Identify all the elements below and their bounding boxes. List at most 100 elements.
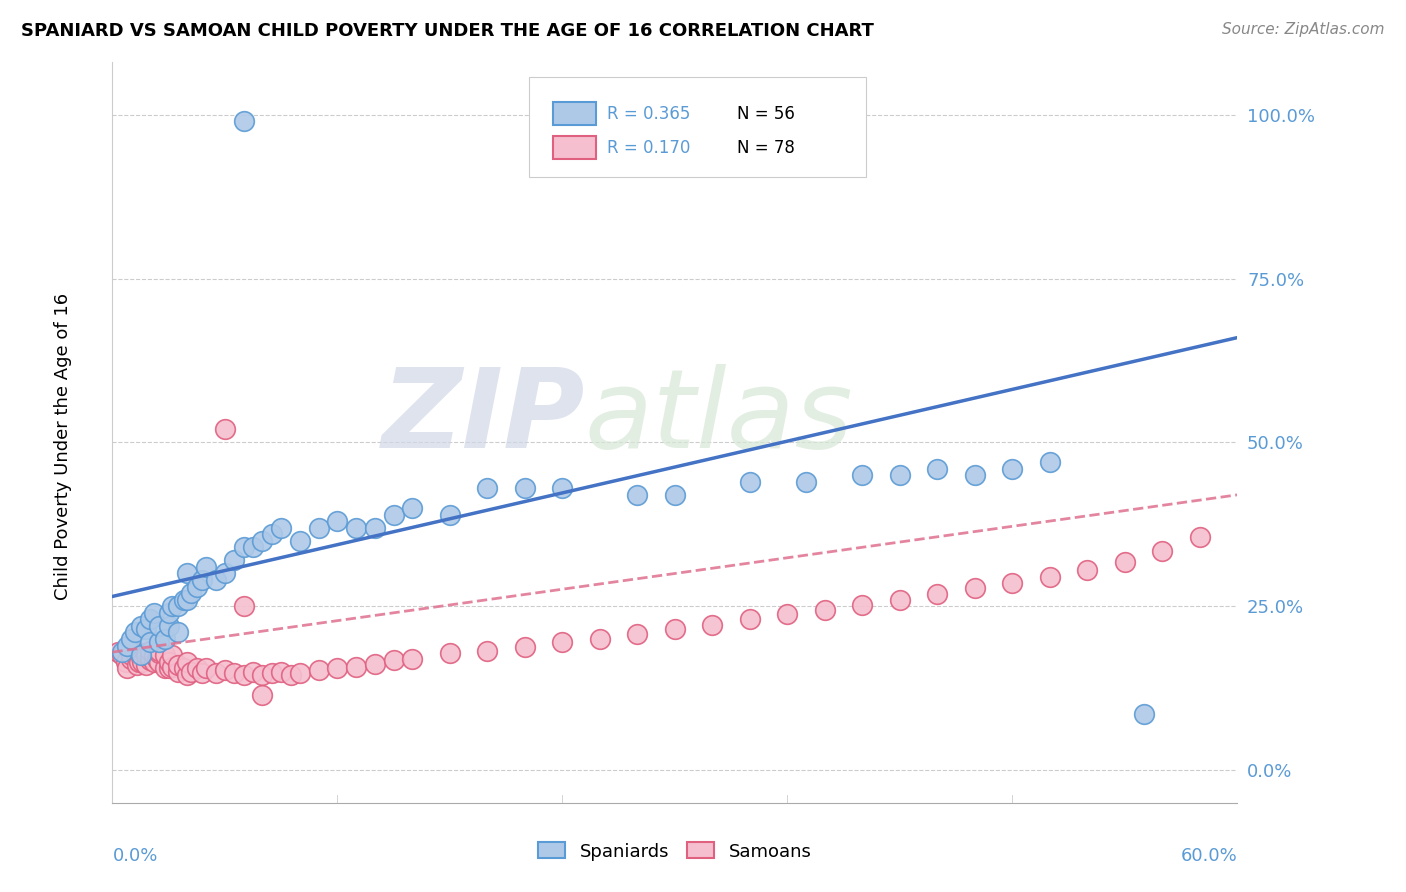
Point	[131, 655, 153, 669]
Point	[1039, 570, 1062, 584]
Legend: Spaniards, Samoans: Spaniards, Samoans	[531, 835, 818, 868]
Point	[214, 566, 236, 581]
Point	[142, 655, 165, 669]
Point	[477, 481, 499, 495]
Point	[242, 541, 264, 555]
Point	[513, 481, 536, 495]
Point	[927, 587, 949, 601]
Point	[180, 665, 202, 679]
FancyBboxPatch shape	[554, 136, 596, 159]
Point	[270, 521, 292, 535]
Point	[135, 658, 157, 673]
Point	[224, 666, 246, 681]
Point	[176, 655, 198, 669]
Point	[117, 639, 139, 653]
Text: R = 0.365: R = 0.365	[607, 104, 690, 122]
Text: Source: ZipAtlas.com: Source: ZipAtlas.com	[1222, 22, 1385, 37]
Point	[1152, 543, 1174, 558]
Point	[326, 514, 349, 528]
Point	[252, 533, 274, 548]
Point	[148, 619, 170, 633]
Point	[129, 619, 152, 633]
Point	[1132, 707, 1154, 722]
Point	[963, 581, 986, 595]
Point	[232, 668, 254, 682]
Point	[308, 664, 330, 678]
Point	[148, 647, 170, 661]
Point	[129, 650, 152, 665]
Point	[139, 635, 162, 649]
Text: 0.0%: 0.0%	[112, 847, 157, 865]
FancyBboxPatch shape	[554, 103, 596, 125]
Point	[288, 666, 311, 681]
Point	[167, 665, 190, 679]
Point	[191, 573, 214, 587]
Point	[195, 560, 218, 574]
Point	[738, 475, 761, 489]
Point	[776, 607, 799, 621]
Text: 60.0%: 60.0%	[1181, 847, 1237, 865]
Point	[626, 626, 648, 640]
Point	[288, 533, 311, 548]
Point	[270, 665, 292, 679]
Point	[252, 688, 274, 702]
Point	[124, 645, 146, 659]
Point	[702, 617, 724, 632]
Point	[664, 488, 686, 502]
Point	[139, 644, 162, 658]
Point	[114, 655, 136, 669]
Point	[148, 655, 170, 669]
Point	[148, 644, 170, 658]
Point	[111, 648, 134, 663]
Point	[851, 598, 873, 612]
Text: R = 0.170: R = 0.170	[607, 138, 690, 157]
Point	[439, 647, 461, 661]
Point	[326, 661, 349, 675]
Point	[1188, 531, 1211, 545]
Point	[851, 468, 873, 483]
Point	[382, 508, 405, 522]
Point	[124, 625, 146, 640]
Point	[176, 668, 198, 682]
Point	[153, 632, 176, 646]
Point	[120, 651, 142, 665]
Point	[232, 114, 254, 128]
Point	[794, 475, 817, 489]
Text: ZIP: ZIP	[381, 364, 585, 471]
Text: atlas: atlas	[585, 364, 853, 471]
Point	[1114, 555, 1136, 569]
Point	[180, 586, 202, 600]
Point	[176, 566, 198, 581]
Point	[232, 599, 254, 614]
Point	[129, 647, 152, 661]
Point	[401, 500, 423, 515]
Point	[626, 488, 648, 502]
Point	[111, 645, 134, 659]
Point	[242, 665, 264, 679]
Point	[439, 508, 461, 522]
Point	[153, 661, 176, 675]
Point	[135, 648, 157, 663]
Point	[664, 622, 686, 636]
Point	[260, 527, 283, 541]
FancyBboxPatch shape	[529, 78, 866, 178]
Point	[204, 573, 226, 587]
Point	[135, 622, 157, 636]
Point	[513, 640, 536, 654]
Text: N = 78: N = 78	[737, 138, 794, 157]
Point	[162, 659, 184, 673]
Point	[148, 635, 170, 649]
Point	[214, 664, 236, 678]
Text: SPANIARD VS SAMOAN CHILD POVERTY UNDER THE AGE OF 16 CORRELATION CHART: SPANIARD VS SAMOAN CHILD POVERTY UNDER T…	[21, 22, 875, 40]
Point	[280, 668, 302, 682]
Point	[551, 481, 574, 495]
Point	[128, 655, 150, 669]
Point	[117, 661, 139, 675]
Point	[125, 658, 148, 673]
Point	[173, 661, 195, 675]
Point	[167, 599, 190, 614]
Point	[382, 653, 405, 667]
Point	[364, 521, 387, 535]
Point	[153, 648, 176, 663]
Point	[139, 650, 162, 665]
